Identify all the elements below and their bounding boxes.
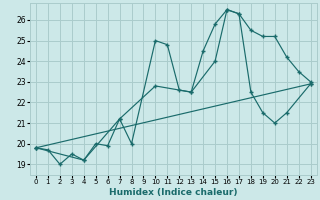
X-axis label: Humidex (Indice chaleur): Humidex (Indice chaleur) — [109, 188, 237, 197]
